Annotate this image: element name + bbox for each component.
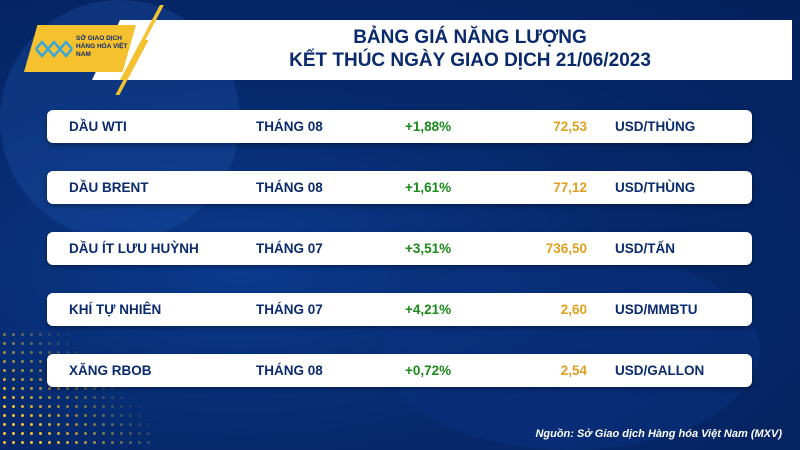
commodity-name: DẦU BRENT <box>69 180 149 195</box>
unit: USD/GALLON <box>615 363 705 378</box>
contract-month: THÁNG 08 <box>256 119 323 134</box>
change-percent: +1,88% <box>405 119 452 134</box>
change-percent: +0,72% <box>405 363 452 378</box>
table-row: DẦU BRENT THÁNG 08 +1,61% 77,12 USD/THÙNG <box>47 171 752 204</box>
price: 72,53 <box>553 119 587 134</box>
price: 2,54 <box>560 363 587 378</box>
page-subtitle: KẾT THÚC NGÀY GIAO DỊCH 21/06/2023 <box>289 50 651 71</box>
change-percent: +4,21% <box>405 302 452 317</box>
table-row: DẦU ÍT LƯU HUỲNH THÁNG 07 +3,51% 736,50 USD/… <box>47 232 752 265</box>
page-title: BẢNG GIÁ NĂNG LƯỢNG <box>353 27 587 48</box>
logo-mark-icon <box>35 40 73 58</box>
change-percent: +1,61% <box>405 180 452 195</box>
header-band <box>92 20 792 80</box>
contract-month: THÁNG 07 <box>256 302 323 317</box>
contract-month: THÁNG 08 <box>256 363 323 378</box>
contract-month: THÁNG 08 <box>256 180 323 195</box>
change-percent: +3,51% <box>405 241 452 256</box>
price: 736,50 <box>545 241 587 256</box>
price: 77,12 <box>553 180 587 195</box>
dot-pattern <box>0 330 150 450</box>
table-row: DẦU WTI THÁNG 08 +1,88% 72,53 USD/THÙNG <box>47 110 752 143</box>
table-row: XĂNG RBOB THÁNG 08 +0,72% 2,54 USD/GALLON <box>47 354 752 387</box>
unit: USD/TẤN <box>615 241 675 256</box>
source-note: Nguồn: Sở Giao dịch Hàng hóa Việt Nam (M… <box>535 428 782 440</box>
commodity-name: KHÍ TỰ NHIÊN <box>69 302 162 317</box>
logo: SỞ GIAO DỊCH HÀNG HÓA VIỆT NAM <box>24 25 136 72</box>
unit: USD/THÙNG <box>615 180 696 195</box>
commodity-name: DẦU ÍT LƯU HUỲNH <box>69 241 199 256</box>
unit: USD/THÙNG <box>615 119 696 134</box>
table-row: KHÍ TỰ NHIÊN THÁNG 07 +4,21% 2,60 USD/MMBTU <box>47 293 752 326</box>
price: 2,60 <box>560 302 587 317</box>
contract-month: THÁNG 07 <box>256 241 323 256</box>
commodity-name: DẦU WTI <box>69 119 127 134</box>
commodity-name: XĂNG RBOB <box>69 363 152 378</box>
logo-text: SỞ GIAO DỊCH HÀNG HÓA VIỆT NAM <box>76 35 128 58</box>
unit: USD/MMBTU <box>615 302 698 317</box>
bg-circle <box>380 250 760 450</box>
